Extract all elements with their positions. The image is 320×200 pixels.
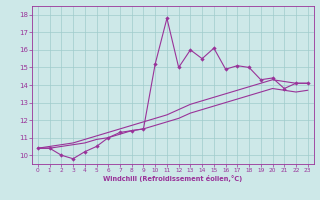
X-axis label: Windchill (Refroidissement éolien,°C): Windchill (Refroidissement éolien,°C)	[103, 175, 243, 182]
